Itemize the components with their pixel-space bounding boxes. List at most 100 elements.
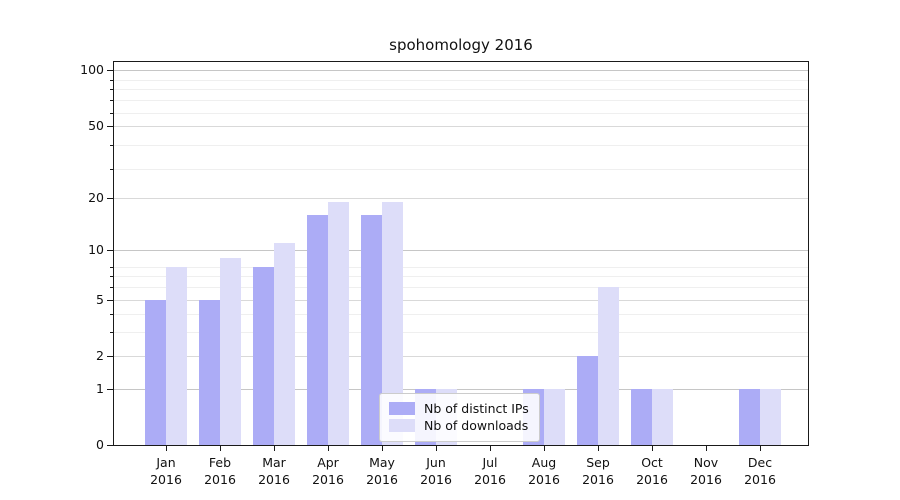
minor-gridline <box>114 145 808 147</box>
x-tick-mark <box>220 446 221 451</box>
x-tick-label: Oct 2016 <box>620 454 684 488</box>
x-tick-label: Dec 2016 <box>728 454 792 488</box>
y-minor-tick-mark <box>110 287 113 288</box>
x-tick-label: Jan 2016 <box>134 454 198 488</box>
x-tick-mark <box>166 446 167 451</box>
x-tick-year: 2016 <box>744 472 776 487</box>
legend-swatch-distinct-ips <box>389 402 415 415</box>
chart-title: spohomology 2016 <box>389 36 533 54</box>
y-minor-tick-mark <box>110 276 113 278</box>
x-tick-month: Nov <box>693 455 719 470</box>
x-tick-mark <box>274 446 275 451</box>
x-tick-month: Mar <box>262 455 286 470</box>
x-tick-year: 2016 <box>582 472 614 487</box>
bar-distinct-ips <box>145 299 166 445</box>
x-tick-label: Jun 2016 <box>404 454 468 488</box>
x-tick-month: Jun <box>426 455 446 470</box>
minor-gridline <box>114 314 808 316</box>
bar-distinct-ips <box>577 355 598 445</box>
x-tick-mark <box>652 446 653 451</box>
x-tick-year: 2016 <box>420 472 452 487</box>
x-tick-mark <box>706 446 707 451</box>
y-tick-label: 5 <box>96 291 104 307</box>
bar-downloads <box>760 388 781 445</box>
y-tick-label: 20 <box>88 189 104 205</box>
x-tick-mark <box>760 446 761 451</box>
bar-distinct-ips <box>631 388 652 445</box>
bar-downloads <box>166 266 187 445</box>
x-tick-label: Sep 2016 <box>566 454 630 488</box>
bar-downloads <box>220 258 241 445</box>
bar-distinct-ips <box>307 214 328 445</box>
bar-downloads <box>598 287 619 445</box>
major-gridline <box>114 125 808 127</box>
bar-downloads <box>382 201 403 445</box>
x-tick-label: May 2016 <box>350 454 414 488</box>
x-tick-month: Oct <box>641 455 663 470</box>
major-gridline <box>114 70 808 72</box>
y-minor-tick-mark <box>110 112 113 114</box>
x-tick-label: Nov 2016 <box>674 454 738 488</box>
y-tick-label: 1 <box>96 380 104 396</box>
legend: Nb of distinct IPs Nb of downloads <box>379 393 540 442</box>
x-tick-year: 2016 <box>528 472 560 487</box>
y-tick-mark <box>107 299 113 301</box>
y-tick-mark <box>107 250 113 252</box>
x-tick-month: Dec <box>747 455 773 470</box>
x-tick-mark <box>382 446 383 451</box>
x-tick-label: Aug 2016 <box>512 454 576 488</box>
legend-label-distinct-ips: Nb of distinct IPs <box>424 401 529 416</box>
legend-item-downloads: Nb of downloads <box>389 418 529 433</box>
x-tick-year: 2016 <box>474 472 506 487</box>
y-minor-tick-mark <box>110 100 113 101</box>
plot-area: Nb of distinct IPs Nb of downloads <box>113 61 809 446</box>
legend-label-downloads: Nb of downloads <box>424 418 529 433</box>
bar-downloads <box>652 388 673 445</box>
y-tick-mark <box>107 197 113 199</box>
major-gridline <box>114 250 808 252</box>
bar-distinct-ips <box>739 388 760 445</box>
x-tick-month: Jul <box>482 455 498 470</box>
x-tick-label: Apr 2016 <box>296 454 360 488</box>
y-minor-tick-mark <box>110 79 113 81</box>
major-gridline <box>114 197 808 199</box>
y-tick-label: 50 <box>88 117 104 133</box>
bar-downloads <box>274 243 295 445</box>
y-tick-label: 10 <box>88 242 104 258</box>
x-tick-year: 2016 <box>312 472 344 487</box>
y-minor-tick-mark <box>110 168 113 170</box>
y-tick-mark <box>107 355 113 357</box>
minor-gridline <box>114 112 808 114</box>
bar-downloads <box>544 388 565 445</box>
major-gridline <box>114 299 808 301</box>
x-tick-label: Feb 2016 <box>188 454 252 488</box>
minor-gridline <box>114 287 808 288</box>
x-tick-mark <box>490 446 491 451</box>
x-tick-month: May <box>369 455 395 470</box>
y-tick-mark <box>107 445 113 446</box>
minor-gridline <box>114 332 808 334</box>
x-tick-month: Aug <box>531 455 557 470</box>
x-tick-mark <box>544 446 545 451</box>
x-tick-mark <box>436 446 437 451</box>
y-minor-tick-mark <box>110 332 113 334</box>
x-tick-year: 2016 <box>204 472 236 487</box>
y-tick-mark <box>107 125 113 127</box>
legend-item-distinct-ips: Nb of distinct IPs <box>389 401 529 416</box>
bar-distinct-ips <box>253 266 274 445</box>
minor-gridline <box>114 276 808 278</box>
minor-gridline <box>114 89 808 91</box>
x-tick-year: 2016 <box>690 472 722 487</box>
x-tick-mark <box>328 446 329 451</box>
x-tick-mark <box>598 446 599 451</box>
x-tick-month: Apr <box>317 455 339 470</box>
y-tick-mark <box>107 70 113 72</box>
x-tick-month: Feb <box>208 455 232 470</box>
major-gridline <box>114 355 808 357</box>
x-tick-year: 2016 <box>366 472 398 487</box>
x-tick-month: Jan <box>156 455 176 470</box>
y-minor-tick-mark <box>110 314 113 316</box>
x-tick-year: 2016 <box>636 472 668 487</box>
minor-gridline <box>114 266 808 268</box>
